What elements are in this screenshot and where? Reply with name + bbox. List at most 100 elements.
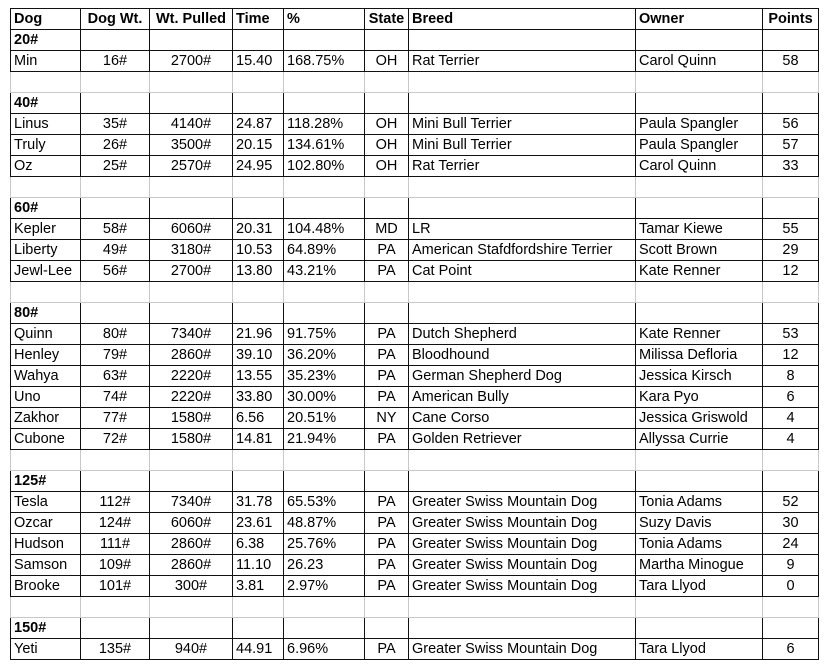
cell-owner: Kate Renner — [635, 323, 763, 345]
empty-cell — [80, 449, 150, 471]
empty-cell — [80, 302, 150, 324]
cell-owner: Jessica Kirsch — [635, 365, 763, 387]
cell-breed: Dutch Shepherd — [408, 323, 636, 345]
empty-cell — [283, 449, 365, 471]
cell-points: 58 — [762, 50, 819, 72]
column-header: Dog Wt. — [80, 8, 150, 30]
cell-dog: Ozcar — [10, 512, 81, 534]
cell-breed: Cat Point — [408, 260, 636, 282]
empty-cell — [635, 197, 763, 219]
cell-dog: Truly — [10, 134, 81, 156]
cell-time: 24.95 — [232, 155, 284, 177]
cell-owner: Suzy Davis — [635, 512, 763, 534]
cell-points: 6 — [762, 638, 819, 660]
empty-cell — [408, 470, 636, 492]
cell-points: 12 — [762, 344, 819, 366]
empty-cell — [408, 176, 636, 198]
cell-wt-pulled: 940# — [149, 638, 233, 660]
table-row: Hudson 111# 2860# 6.38 25.76% PA Greater Swiss… — [10, 533, 819, 555]
cell-time: 31.78 — [232, 491, 284, 513]
cell-owner: Carol Quinn — [635, 50, 763, 72]
cell-owner: Jessica Griswold — [635, 407, 763, 429]
empty-cell — [149, 617, 233, 639]
column-header: State — [364, 8, 409, 30]
column-header: Dog — [10, 8, 81, 30]
empty-cell — [635, 449, 763, 471]
empty-cell — [283, 29, 365, 51]
empty-cell — [408, 92, 636, 114]
cell-percent: 35.23% — [283, 365, 365, 387]
cell-points: 9 — [762, 554, 819, 576]
cell-dog-wt: 35# — [80, 113, 150, 135]
cell-breed: Rat Terrier — [408, 50, 636, 72]
cell-wt-pulled: 2700# — [149, 260, 233, 282]
empty-cell — [232, 29, 284, 51]
empty-cell — [80, 281, 150, 303]
cell-percent: 25.76% — [283, 533, 365, 555]
cell-wt-pulled: 3180# — [149, 239, 233, 261]
empty-cell — [80, 176, 150, 198]
empty-cell — [364, 176, 409, 198]
cell-state: PA — [364, 512, 409, 534]
empty-cell — [762, 197, 819, 219]
weight-class-label: 125# — [10, 470, 81, 492]
table-row: Liberty 49# 3180# 10.53 64.89% PA American Sta… — [10, 239, 819, 261]
cell-time: 24.87 — [232, 113, 284, 135]
cell-dog-wt: 111# — [80, 533, 150, 555]
empty-cell — [635, 71, 763, 93]
cell-owner: Tonia Adams — [635, 533, 763, 555]
cell-percent: 65.53% — [283, 491, 365, 513]
empty-cell — [10, 281, 81, 303]
empty-cell — [10, 71, 81, 93]
cell-owner: Kate Renner — [635, 260, 763, 282]
cell-state: PA — [364, 491, 409, 513]
cell-percent: 6.96% — [283, 638, 365, 660]
empty-cell — [232, 470, 284, 492]
cell-dog-wt: 109# — [80, 554, 150, 576]
cell-time: 6.38 — [232, 533, 284, 555]
weight-class-row: 40# — [10, 92, 819, 114]
cell-owner: Tara Llyod — [635, 638, 763, 660]
cell-time: 13.80 — [232, 260, 284, 282]
table-row: Henley 79# 2860# 39.10 36.20% PA Bloodhound Mil… — [10, 344, 819, 366]
empty-cell — [149, 281, 233, 303]
cell-dog: Cubone — [10, 428, 81, 450]
empty-cell — [762, 596, 819, 618]
cell-state: PA — [364, 260, 409, 282]
cell-percent: 91.75% — [283, 323, 365, 345]
cell-dog-wt: 25# — [80, 155, 150, 177]
cell-owner: Paula Spangler — [635, 134, 763, 156]
cell-points: 30 — [762, 512, 819, 534]
weight-class-label: 80# — [10, 302, 81, 324]
cell-state: PA — [364, 554, 409, 576]
cell-owner: Kara Pyo — [635, 386, 763, 408]
empty-cell — [80, 92, 150, 114]
cell-dog-wt: 101# — [80, 575, 150, 597]
cell-breed: Greater Swiss Mountain Dog — [408, 554, 636, 576]
cell-percent: 2.97% — [283, 575, 365, 597]
empty-cell — [364, 197, 409, 219]
table-row: Cubone 72# 1580# 14.81 21.94% PA Golden Retrie… — [10, 428, 819, 450]
table-row: Linus 35# 4140# 24.87 118.28% OH Mini Bull Ter… — [10, 113, 819, 135]
cell-time: 3.81 — [232, 575, 284, 597]
empty-cell — [364, 71, 409, 93]
cell-breed: Mini Bull Terrier — [408, 134, 636, 156]
spacer-row — [10, 71, 819, 93]
empty-cell — [762, 449, 819, 471]
cell-wt-pulled: 2570# — [149, 155, 233, 177]
cell-percent: 26.23 — [283, 554, 365, 576]
empty-cell — [80, 71, 150, 93]
cell-percent: 30.00% — [283, 386, 365, 408]
table-row: Zakhor 77# 1580# 6.56 20.51% NY Cane Corso Jess… — [10, 407, 819, 429]
cell-points: 24 — [762, 533, 819, 555]
column-header: Time — [232, 8, 284, 30]
cell-state: PA — [364, 323, 409, 345]
cell-wt-pulled: 2860# — [149, 554, 233, 576]
cell-percent: 64.89% — [283, 239, 365, 261]
table-row: Truly 26# 3500# 20.15 134.61% OH Mini Bull Ter… — [10, 134, 819, 156]
empty-cell — [283, 71, 365, 93]
table-row: Oz 25# 2570# 24.95 102.80% OH Rat Terrier Carol… — [10, 155, 819, 177]
empty-cell — [232, 197, 284, 219]
column-header: % — [283, 8, 365, 30]
cell-time: 10.53 — [232, 239, 284, 261]
